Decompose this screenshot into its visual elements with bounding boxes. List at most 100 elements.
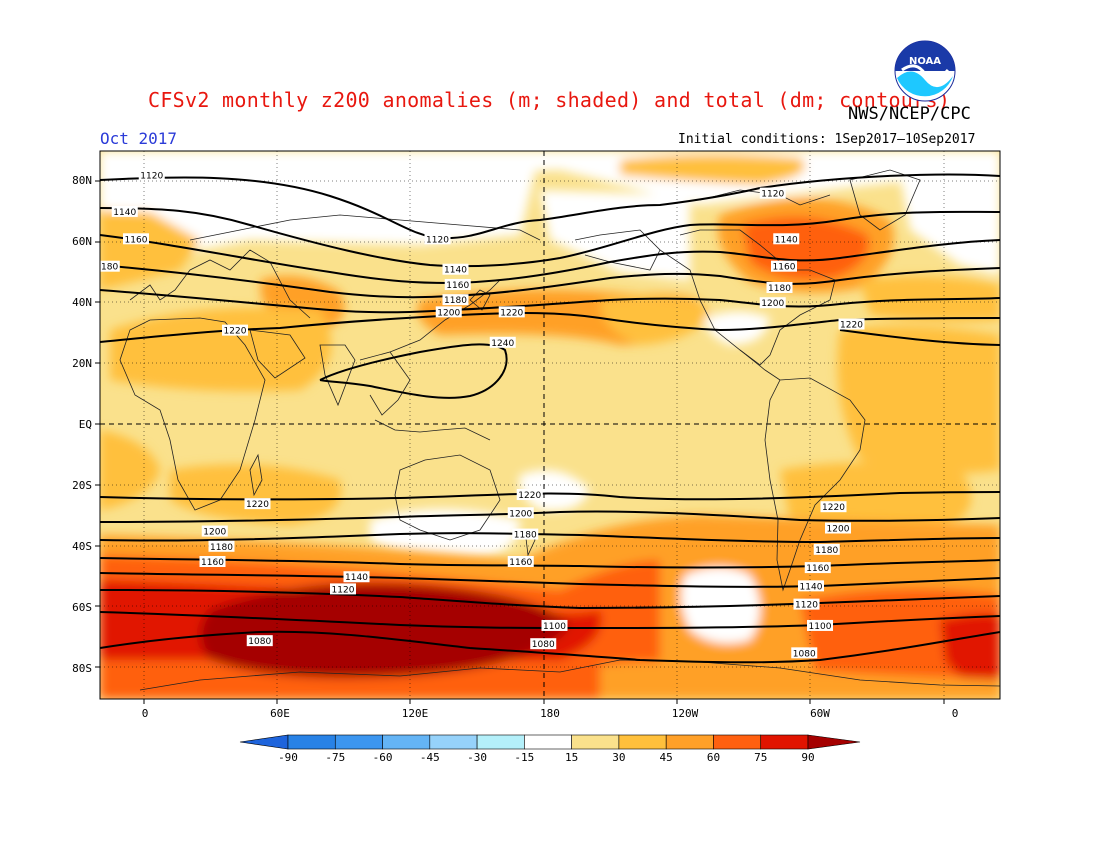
coast-greenland: [849, 169, 921, 231]
coast-indonesia: [374, 419, 491, 441]
axis-ticks: [95, 180, 945, 704]
contour-label-bg: [766, 282, 793, 293]
agency-label: NWS/NCEP/CPC: [848, 104, 971, 124]
contour-label-bg: [138, 169, 165, 181]
contour-label-text: 1220: [840, 321, 863, 331]
contour-1200-south: [100, 510, 1000, 523]
contour-1140-south: [100, 572, 1000, 588]
colorbar-arrow-low: [239, 734, 289, 750]
colorbar-tick-label: 45: [659, 751, 673, 764]
contour-label-text: 1180: [95, 263, 118, 273]
contour-label-text: 1160: [446, 281, 469, 291]
contour-label-bg: [208, 540, 235, 552]
contour-label-text: 1120: [795, 601, 818, 611]
contour-label-text: 1180: [210, 543, 233, 553]
contour-label: 1080: [530, 638, 557, 650]
contour-label: 1160: [444, 278, 471, 291]
anomaly-positive-west-n: [100, 210, 200, 290]
contour-1160-north: [100, 234, 1000, 285]
anomaly-band-90: [200, 582, 570, 678]
contour-label: 1100: [807, 619, 833, 632]
contour-label: 1080: [246, 635, 273, 647]
contour-label: 1180: [208, 540, 235, 553]
contour-label-bg: [442, 263, 469, 275]
anomaly-positive-sw-africa: [100, 430, 160, 510]
contour-label: 1140: [343, 571, 370, 583]
contour-label-text: 1180: [514, 531, 537, 541]
contour-label: 1180: [766, 282, 793, 294]
contour-label-bg: [793, 598, 820, 610]
contour-label-text: 1140: [800, 582, 823, 592]
lon-label: 60E: [270, 707, 290, 720]
contour-label-text: 1120: [140, 171, 163, 181]
contour-1120-north: [100, 173, 1000, 240]
colorbar-cell: [287, 734, 336, 750]
contour-label: 1160: [123, 233, 149, 245]
contour-label-bg: [507, 556, 534, 567]
contour-label-bg: [244, 498, 271, 510]
lon-label: 0: [951, 707, 959, 720]
contour-label: 1140: [111, 205, 138, 218]
initial-conditions: Initial conditions: 1Sep2017–10Sep2017: [678, 132, 976, 147]
lat-label: 20S: [72, 478, 92, 492]
lon-label: 60W: [810, 707, 830, 720]
contour-1100-south: [100, 611, 1000, 629]
contour-1180-south: [100, 532, 1000, 544]
lon-label: 0: [141, 707, 149, 720]
contour-label-bg: [442, 294, 469, 306]
contour-label-bg: [530, 638, 557, 650]
contour-label-text: 1180: [444, 296, 467, 306]
contour-label-bg: [100, 260, 120, 272]
contour-label: 1160: [771, 260, 797, 273]
contour-label-bg: [444, 278, 471, 290]
colorbar-cell: [429, 734, 478, 750]
lat-label: 40S: [72, 539, 92, 553]
coast-australia: [394, 454, 501, 541]
contour-label: 1220: [820, 501, 847, 513]
contour-label-bg: [807, 619, 833, 631]
contour-label-bg: [507, 507, 534, 519]
anomaly-neutral-us: [705, 311, 770, 345]
contour-label-bg: [199, 556, 226, 567]
contour-label: 1220: [244, 498, 271, 510]
contour-label-bg: [771, 260, 797, 272]
contour-label-bg: [111, 205, 138, 217]
contour-label-text: 1200: [761, 299, 784, 309]
contour-label-bg: [435, 306, 462, 318]
coast-africa: [119, 317, 266, 511]
contour-label: 1200: [435, 306, 462, 318]
contour-label-text: 1080: [532, 640, 555, 650]
contour-1220-south: [100, 491, 1000, 501]
colorbar-tick-label: -75: [325, 751, 346, 764]
lon-label: 120W: [671, 707, 699, 720]
coast-asia-north: [189, 214, 541, 241]
lat-label: 60N: [72, 235, 92, 249]
contour-label: 1140: [773, 233, 800, 245]
contour-label-bg: [773, 233, 800, 245]
contour-label-layer: 1120 1140 1160 1180 1120 1140 1160 1180 1200 1220…: [95, 169, 865, 659]
contour-label-text: 1120: [332, 585, 355, 595]
coast-antarctica: [139, 659, 1000, 691]
contour-label-bg: [813, 543, 840, 555]
contour-label-bg: [516, 489, 543, 501]
contour-label-bg: [330, 583, 356, 595]
colorbar-cell: [713, 734, 762, 750]
lon-label: 180: [540, 707, 560, 720]
contour-label-text: 1200: [827, 525, 850, 535]
anomaly-high-lat-east: [940, 613, 1000, 690]
lon-label: 120E: [401, 707, 429, 720]
colorbar-tick-label: 60: [706, 751, 721, 764]
colorbar-tick-label: 15: [565, 751, 579, 764]
contour-label-text: 1220: [518, 491, 541, 501]
contour-label: 1220: [222, 324, 248, 337]
coast-centralam: [739, 349, 781, 381]
contour-label: 1160: [507, 556, 534, 568]
anomaly-positive-indian: [170, 464, 342, 525]
coast-japan: [469, 289, 491, 311]
forecast-month: Oct 2017: [100, 129, 178, 148]
contour-label-bg: [791, 647, 818, 659]
anomaly-positive-sam: [780, 462, 972, 534]
contour-label-bg: [123, 233, 149, 245]
contour-label-text: 1140: [345, 573, 368, 583]
contour-label-bg: [759, 187, 786, 199]
